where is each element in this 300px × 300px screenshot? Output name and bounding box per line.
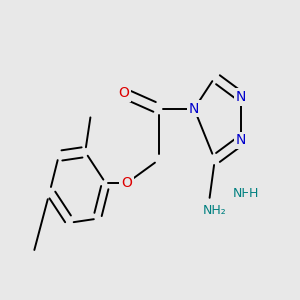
Text: NH₂: NH₂: [203, 204, 227, 218]
Text: O: O: [121, 176, 132, 190]
Text: N: N: [236, 90, 247, 104]
Text: N: N: [189, 102, 200, 116]
Text: NH: NH: [232, 187, 251, 200]
Text: N: N: [236, 133, 247, 147]
Text: O: O: [118, 86, 129, 100]
Text: H: H: [249, 187, 258, 200]
